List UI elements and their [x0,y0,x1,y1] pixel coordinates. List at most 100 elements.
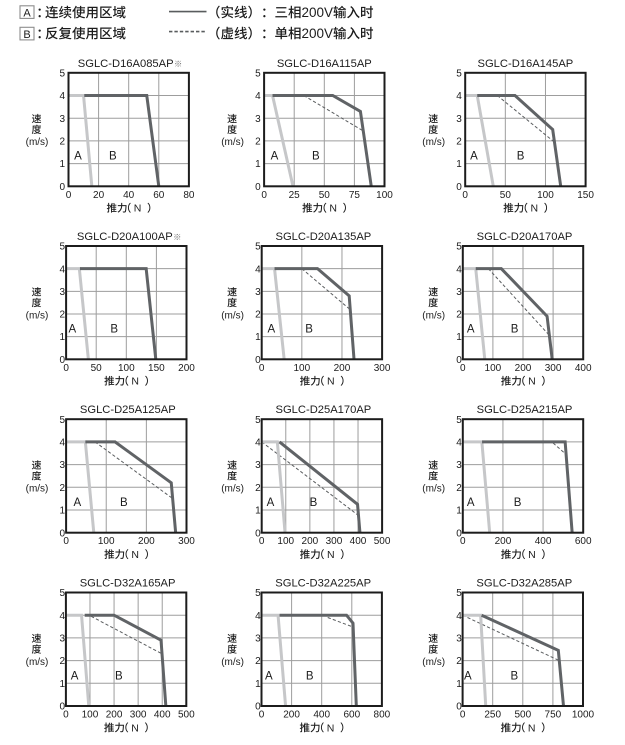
svg-text:SGLC-D20A135AP: SGLC-D20A135AP [276,231,372,243]
svg-text:SGLC-D25A125AP: SGLC-D25A125AP [80,404,176,416]
svg-text:40: 40 [123,190,135,201]
svg-text:500: 500 [178,710,195,721]
svg-text:3: 3 [456,460,462,471]
svg-text:A: A [23,7,31,19]
svg-text:A: A [69,324,77,336]
svg-text:5: 5 [255,68,261,79]
svg-text:A: A [271,151,279,163]
svg-text:0: 0 [255,528,261,539]
svg-text:0: 0 [63,710,69,721]
svg-text:4: 4 [255,438,261,449]
svg-text:0: 0 [259,710,265,721]
svg-text:(m/s): (m/s) [26,137,49,148]
svg-text:A: A [267,324,275,336]
svg-text:1: 1 [456,332,462,343]
svg-text:N: N [528,376,536,388]
svg-text:600: 600 [343,710,360,721]
svg-text:3: 3 [456,287,462,298]
svg-text:0: 0 [456,528,462,539]
svg-text:4: 4 [255,91,261,102]
svg-text:1: 1 [60,679,66,690]
svg-text:3: 3 [456,114,462,125]
svg-text:SGLC-D32A285AP: SGLC-D32A285AP [476,578,572,590]
svg-text:100: 100 [82,710,99,721]
svg-text:4: 4 [456,91,462,102]
svg-text:2: 2 [456,137,462,148]
svg-text:0: 0 [63,363,69,374]
svg-text:75: 75 [349,190,361,201]
svg-text:300: 300 [326,536,343,547]
svg-text:N: N [327,376,335,388]
svg-text:5: 5 [60,415,66,426]
svg-text:B: B [306,670,314,682]
svg-text:SGLC-D25A170AP: SGLC-D25A170AP [276,404,372,416]
svg-text:4: 4 [456,438,462,449]
svg-text:3: 3 [456,634,462,645]
svg-text:2: 2 [456,483,462,494]
svg-text:100: 100 [537,190,554,201]
svg-text:25: 25 [289,190,301,201]
svg-text:(m/s): (m/s) [422,484,445,495]
svg-text:B: B [310,497,318,509]
svg-text:50: 50 [91,363,103,374]
svg-text:0: 0 [456,702,462,713]
svg-text:B: B [514,497,522,509]
svg-text:400: 400 [313,710,330,721]
svg-text:100: 100 [277,536,294,547]
svg-text:N: N [528,722,536,734]
svg-text:N: N [131,549,139,561]
svg-text:(m/s): (m/s) [422,137,445,148]
svg-text:3: 3 [255,287,261,298]
svg-text:400: 400 [535,536,552,547]
svg-text:2: 2 [255,656,261,667]
svg-text:(m/s): (m/s) [221,310,244,321]
svg-text:0: 0 [255,182,261,193]
svg-text:4: 4 [60,91,66,102]
svg-text:(m/s): (m/s) [221,137,244,148]
svg-text:1: 1 [456,159,462,170]
svg-text:0: 0 [460,536,466,547]
svg-text:A: A [467,324,475,336]
svg-text:SGLC-D20A170AP: SGLC-D20A170AP [477,231,573,243]
svg-text:A: A [71,670,79,682]
svg-text:SGLC-D20A100AP: SGLC-D20A100AP [77,231,173,243]
svg-text:B: B [511,670,519,682]
svg-text:0: 0 [456,355,462,366]
svg-text:N: N [131,722,139,734]
svg-text:20: 20 [93,190,105,201]
svg-text:1: 1 [255,332,261,343]
svg-text:250: 250 [484,710,501,721]
svg-text:400: 400 [575,363,592,374]
svg-text:SGLC-D25A215AP: SGLC-D25A215AP [477,404,573,416]
svg-text:2: 2 [255,137,261,148]
svg-text:0: 0 [456,182,462,193]
svg-text:2: 2 [456,656,462,667]
svg-text:0: 0 [66,190,72,201]
svg-text:4: 4 [255,611,261,622]
svg-text:A: A [470,151,478,163]
svg-text:50: 50 [319,190,331,201]
svg-text:300: 300 [545,363,562,374]
svg-text:200: 200 [283,710,300,721]
svg-text:2: 2 [456,310,462,321]
svg-text:3: 3 [255,460,261,471]
svg-text:200: 200 [334,363,351,374]
svg-text:200: 200 [178,363,195,374]
svg-text:N: N [131,376,139,388]
svg-text:5: 5 [456,68,462,79]
svg-text:5: 5 [255,588,261,599]
svg-text:SGLC-D32A165AP: SGLC-D32A165AP [80,578,176,590]
svg-text:SGLC-D16A115AP: SGLC-D16A115AP [277,58,372,70]
svg-text:5: 5 [60,68,66,79]
svg-text:100: 100 [376,190,393,201]
svg-text:SGLC-D32A225AP: SGLC-D32A225AP [275,578,371,590]
svg-text:A: A [464,670,472,682]
svg-text:100: 100 [118,363,135,374]
svg-text:1: 1 [255,679,261,690]
svg-text:200: 200 [495,536,512,547]
svg-text:N: N [528,549,536,561]
svg-text:B: B [305,324,313,336]
svg-text:A: A [74,151,82,163]
svg-text:750: 750 [545,710,562,721]
svg-text:3: 3 [255,634,261,645]
